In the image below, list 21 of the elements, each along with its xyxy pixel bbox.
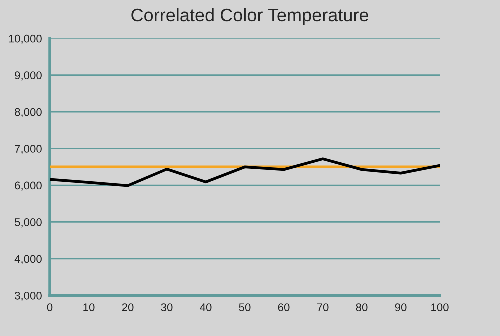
x-tick-label: 90 [395, 304, 407, 312]
x-tick-label: 0 [47, 304, 53, 312]
x-tick-label: 100 [432, 304, 449, 312]
x-tick-label: 20 [122, 304, 134, 312]
x-tick-label: 50 [239, 304, 251, 312]
y-tick-label: 7,000 [15, 145, 42, 154]
chart-title: Correlated Color Temperature [132, 8, 368, 26]
y-tick-label: 3,000 [14, 292, 42, 302]
y-tick-label: 6,000 [15, 182, 42, 191]
y-tick-label: 9,000 [15, 72, 42, 81]
y-tick-label: 8,000 [15, 108, 42, 118]
x-tick-label: 80 [356, 304, 368, 312]
line-series [50, 158, 440, 188]
x-tick-label: 70 [317, 304, 329, 312]
y-tick-label: 5,000 [15, 218, 42, 228]
y-tick-label: 4,000 [14, 255, 42, 264]
x-tick-label: 10 [84, 304, 95, 312]
x-tick-label: 40 [200, 304, 212, 312]
x-tick-label: 30 [161, 304, 173, 312]
y-tick-label: 10,000 [9, 34, 42, 44]
x-tick-label: 60 [278, 304, 290, 312]
